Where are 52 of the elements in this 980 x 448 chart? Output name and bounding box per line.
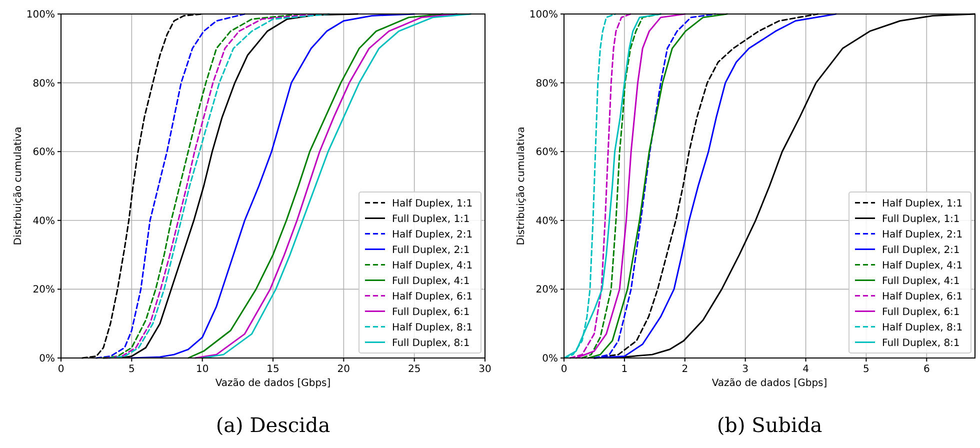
x-tick-label: 3	[742, 364, 749, 375]
legend-label: Half Duplex, 1:1	[882, 198, 963, 210]
x-tick-label: 30	[478, 364, 492, 375]
y-tick-label: 60%	[536, 147, 558, 158]
y-tick-label: 40%	[536, 216, 558, 227]
y-tick-label: 20%	[32, 284, 55, 296]
legend-label: Half Duplex, 6:1	[882, 291, 963, 302]
x-axis-title: Vazão de dados [Gbps]	[712, 378, 828, 389]
legend-label: Half Duplex, 4:1	[392, 260, 473, 272]
x-tick-label: 2	[682, 364, 688, 375]
x-tick-label: 15	[266, 364, 280, 375]
x-tick-label: 6	[923, 364, 930, 375]
legend-label: Full Duplex, 1:1	[882, 214, 960, 225]
legend-label: Full Duplex, 2:1	[392, 244, 470, 256]
x-tick-label: 4	[802, 364, 809, 375]
y-tick-label: 80%	[32, 78, 55, 90]
y-tick-label: 60%	[32, 147, 55, 158]
legend-label: Half Duplex, 4:1	[882, 260, 963, 272]
y-axis-title: Distribuição cumulativa	[13, 126, 24, 246]
y-tick-label: 80%	[536, 78, 558, 90]
legend-label: Full Duplex, 2:1	[882, 244, 960, 256]
x-tick-label: 5	[863, 364, 870, 375]
x-axis-title: Vazão de dados [Gbps]	[215, 378, 331, 389]
legend-label: Full Duplex, 8:1	[882, 338, 960, 349]
legend-label: Half Duplex, 6:1	[392, 291, 473, 302]
legend-label: Half Duplex, 2:1	[392, 229, 473, 240]
legend-label: Full Duplex, 6:1	[392, 306, 470, 318]
y-tick-label: 100%	[26, 10, 55, 20]
x-tick-label: 10	[196, 364, 209, 375]
x-tick-label: 0	[560, 364, 568, 375]
x-tick-label: 1	[621, 364, 628, 375]
y-axis-title: Distribuição cumulativa	[516, 126, 527, 246]
y-tick-label: 0%	[542, 354, 558, 364]
legend-label: Half Duplex, 1:1	[392, 198, 473, 210]
legend-label: Half Duplex, 2:1	[882, 229, 963, 240]
legend-label: Full Duplex, 1:1	[392, 214, 470, 225]
legend-label: Full Duplex, 8:1	[392, 338, 470, 349]
text: (b) Subida	[716, 413, 822, 437]
legend-label: Half Duplex, 8:1	[392, 322, 473, 334]
x-tick-label: 20	[337, 364, 350, 375]
y-tick-label: 0%	[39, 354, 55, 364]
legend-label: Full Duplex, 6:1	[882, 306, 960, 318]
x-tick-label: 0	[58, 364, 64, 375]
y-tick-label: 20%	[536, 284, 558, 296]
legend-label: Half Duplex, 8:1	[882, 322, 963, 334]
y-tick-label: 100%	[529, 10, 558, 20]
x-tick-label: 5	[128, 364, 135, 375]
legend-label: Full Duplex, 4:1	[882, 276, 960, 287]
legend-label: Full Duplex, 4:1	[392, 276, 470, 287]
y-tick-label: 40%	[32, 216, 55, 227]
text: (a) Descida	[216, 413, 330, 437]
x-tick-label: 25	[408, 364, 421, 375]
